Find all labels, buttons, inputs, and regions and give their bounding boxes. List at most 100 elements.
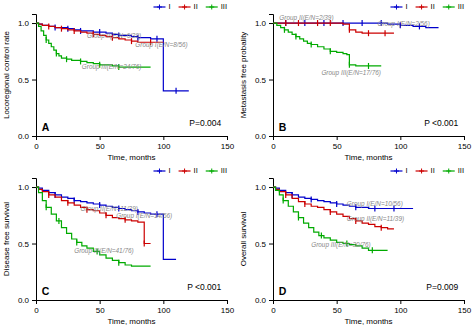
censor-mark xyxy=(66,56,67,62)
tick: 0 xyxy=(271,300,276,315)
tick-mark xyxy=(400,300,401,304)
legend-entry: I xyxy=(153,2,170,11)
annotation: Group I(E/N=2/56) xyxy=(377,20,429,28)
x-axis-title: Time, months xyxy=(107,317,155,326)
tick-mark xyxy=(100,300,101,304)
legend-marker xyxy=(446,5,451,10)
tick: 150 xyxy=(221,136,235,151)
tick-mark xyxy=(269,80,273,81)
tick-mark xyxy=(227,300,228,304)
tick-mark xyxy=(337,300,338,304)
y-axis: 0.0 0.5 1.0 xyxy=(255,15,274,142)
censor-mark xyxy=(285,192,286,198)
censor-mark xyxy=(56,51,57,57)
tick: 0.0 xyxy=(255,132,273,141)
legend-label: I xyxy=(405,166,407,175)
annotation: Group I(E/N=10/56) xyxy=(347,200,403,208)
y-axis-title: Disease free survival xyxy=(2,202,11,276)
censor-mark xyxy=(372,247,373,253)
legend-label: III xyxy=(458,2,464,11)
tick-label: 0 xyxy=(271,142,276,151)
censor-mark xyxy=(330,209,331,215)
tick-label: 50 xyxy=(96,306,105,315)
legend-label: II xyxy=(194,2,198,11)
tick-label: 0 xyxy=(34,142,39,151)
tick: 0.5 xyxy=(255,76,273,85)
tick-mark xyxy=(227,136,228,140)
tick-label: 0.0 xyxy=(18,132,30,141)
tick-label: 100 xyxy=(157,142,171,151)
tick-mark xyxy=(163,136,164,140)
p-value: P <0.001 xyxy=(424,118,458,128)
p-value: P <0.001 xyxy=(187,282,221,292)
tick: 1.0 xyxy=(255,183,273,192)
plot-area xyxy=(273,20,439,69)
tick-label: 50 xyxy=(333,142,342,151)
annotation: Group II(E/N=6/39) xyxy=(87,32,141,40)
survival-curve xyxy=(36,187,176,259)
tick-label: 0.5 xyxy=(255,76,267,85)
tick-mark xyxy=(32,187,36,188)
censor-mark xyxy=(304,201,305,207)
y-axis-title: Overall survival xyxy=(239,211,248,266)
tick-label: 150 xyxy=(221,142,235,151)
tick: 150 xyxy=(458,300,472,315)
censor-mark xyxy=(298,215,299,221)
legend-entry: I xyxy=(390,166,407,175)
x-axis: 050100150 xyxy=(34,300,234,315)
axis-domain xyxy=(274,137,465,141)
tick-label: 1.0 xyxy=(18,19,30,28)
censor-mark xyxy=(284,27,285,33)
tick-mark xyxy=(32,80,36,81)
annotation: Group III(E/N=30/76) xyxy=(311,241,371,249)
censor-mark xyxy=(384,30,385,36)
y-axis: 0.00.51.0 xyxy=(18,179,37,306)
x-axis-title: Time, months xyxy=(344,317,392,326)
legend-marker xyxy=(394,5,399,10)
censor-mark xyxy=(175,88,176,94)
tick: 0 xyxy=(34,136,39,151)
annotation: Group III(E/N=17/76) xyxy=(321,69,381,77)
annotation: Group II(E/N=2/39) xyxy=(279,14,333,22)
censor-mark xyxy=(317,20,318,26)
censor-mark xyxy=(46,37,47,43)
tick-mark xyxy=(269,136,273,137)
panel-label: A xyxy=(42,121,50,133)
tick-label: 50 xyxy=(96,142,105,151)
panel: 0501001500.00.51.0Time, monthsDisease fr… xyxy=(2,166,235,326)
censor-mark xyxy=(330,48,331,54)
tick-mark xyxy=(163,300,164,304)
axis-domain xyxy=(32,15,37,137)
tick-mark xyxy=(400,136,401,140)
tick-mark xyxy=(269,23,273,24)
tick-label: 0.0 xyxy=(255,132,267,141)
tick: 100 xyxy=(157,300,171,315)
legend-marker xyxy=(419,5,424,10)
tick-mark xyxy=(464,300,465,304)
legend-marker xyxy=(446,169,451,174)
x-axis-title: Time, months xyxy=(344,153,392,162)
annotation: Group III(E/N=41/76) xyxy=(74,247,134,255)
legend-marker xyxy=(157,5,162,10)
legend: IIIIII xyxy=(390,2,464,11)
tick-mark xyxy=(100,136,101,140)
censor-mark xyxy=(118,260,119,266)
censor-mark xyxy=(295,34,296,40)
tick: 150 xyxy=(221,300,235,315)
tick-mark xyxy=(269,300,273,301)
y-axis-title: Metastasis free probality xyxy=(239,32,248,119)
legend-entry: II xyxy=(179,166,198,175)
panel: 0501001500.00.51.0Time, monthsLocoregion… xyxy=(2,2,235,162)
legend-entry: III xyxy=(206,2,227,11)
legend-marker xyxy=(394,169,399,174)
tick: 150 xyxy=(458,136,472,151)
legend-entry: II xyxy=(179,2,198,11)
survival-curve xyxy=(36,23,163,42)
censor-mark xyxy=(61,26,62,32)
tick-label: 1.0 xyxy=(255,19,267,28)
tick-mark xyxy=(32,300,36,301)
tick: 100 xyxy=(394,136,408,151)
annotation: Group I(E/N=8/56) xyxy=(135,41,187,49)
p-value: P=0.004 xyxy=(189,118,221,128)
legend-label: I xyxy=(168,166,170,175)
